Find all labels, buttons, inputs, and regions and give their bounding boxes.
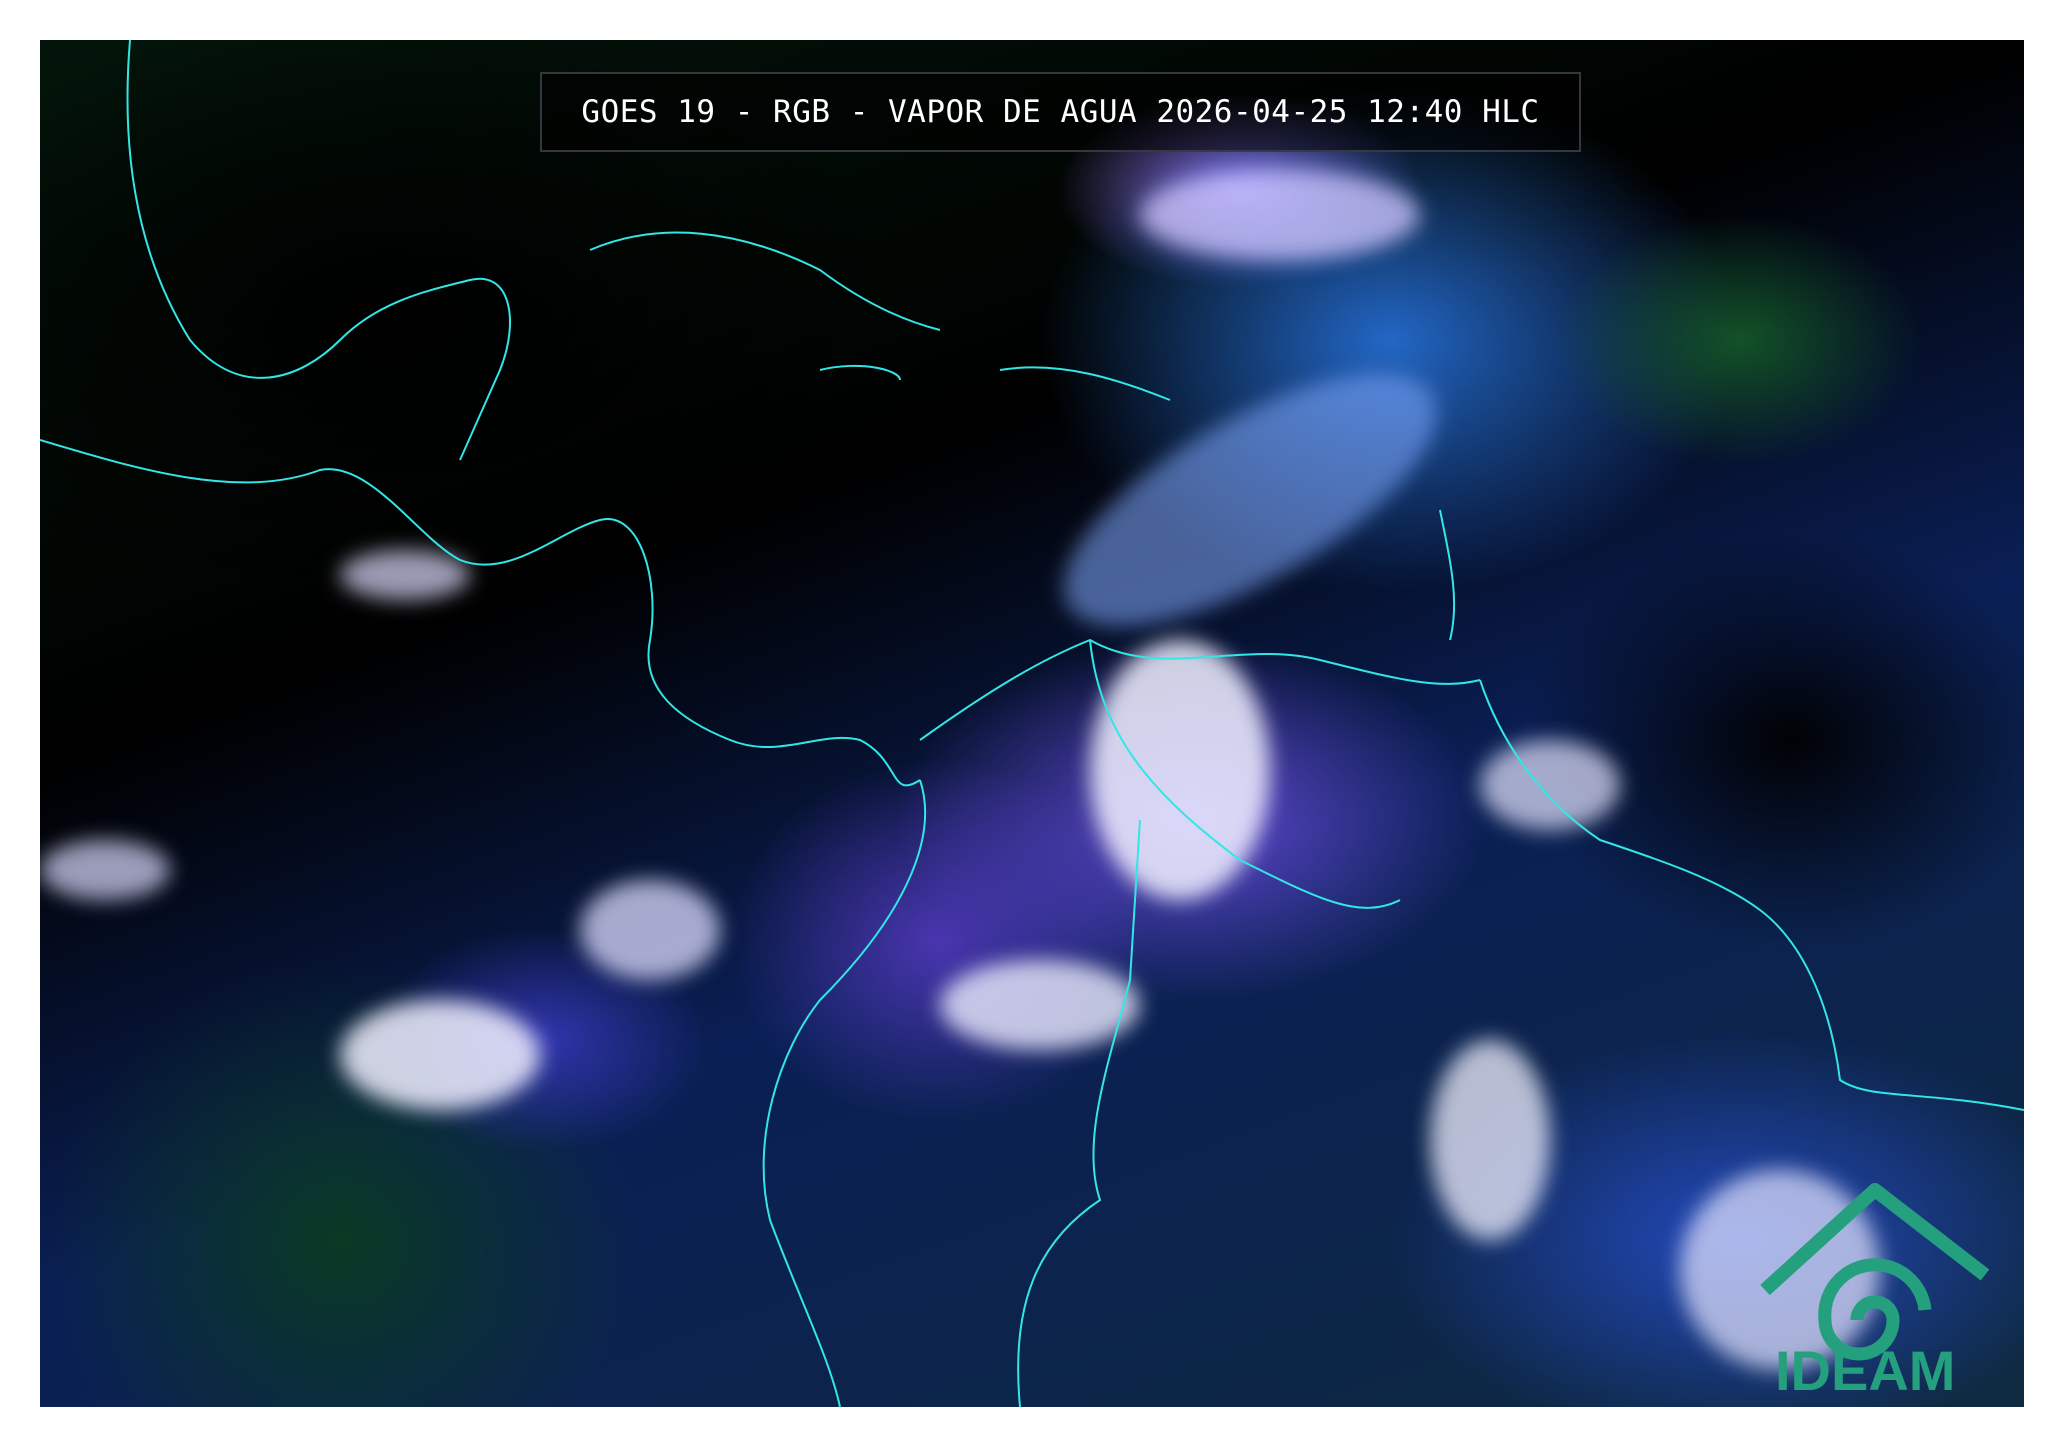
title-banner: GOES 19 - RGB - VAPOR DE AGUA 2026-04-25… <box>540 72 1581 152</box>
cloud-mass <box>1480 740 1620 830</box>
logo-text: IDEAM <box>1775 1339 1956 1402</box>
cloud-mass <box>340 550 470 600</box>
cloud-mass <box>40 840 170 900</box>
cloud-mass <box>1090 640 1270 900</box>
cloud-mass <box>1140 170 1420 260</box>
cloud-mass <box>580 880 720 980</box>
satellite-image <box>40 40 2024 1407</box>
coastlines-borders <box>40 40 2024 1407</box>
cloud-mass <box>340 1000 540 1110</box>
image-title: GOES 19 - RGB - VAPOR DE AGUA 2026-04-25… <box>581 94 1540 130</box>
ideam-logo-icon <box>1760 1183 1990 1361</box>
cloud-mass <box>940 960 1140 1050</box>
cloud-mass <box>1430 1040 1550 1240</box>
